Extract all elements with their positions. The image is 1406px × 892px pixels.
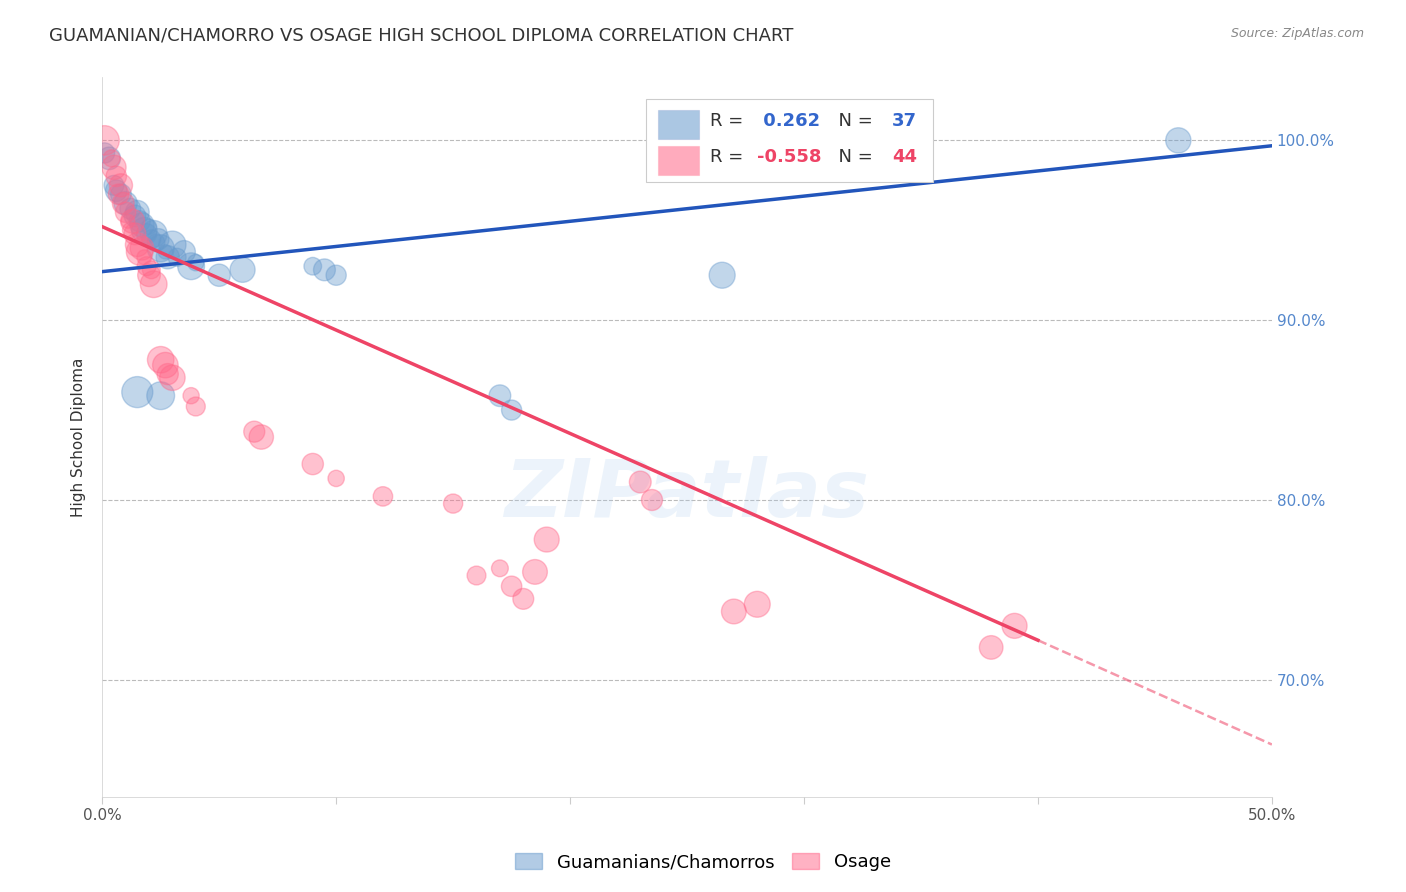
Point [110,178,132,193]
Point [148,232,170,246]
Point [134,223,156,237]
Point [180,389,202,403]
Point [142,227,165,241]
Point [173,244,195,259]
Point [93,145,115,160]
Point [243,425,266,439]
Point [103,161,125,175]
Point [711,268,734,283]
Point [93,133,115,147]
Point [131,241,153,255]
Point [184,400,207,414]
FancyBboxPatch shape [658,110,699,138]
Point [127,205,149,219]
Point [124,227,146,241]
Point [149,241,172,255]
Point [166,250,188,264]
Point [156,367,179,381]
Point [124,209,146,223]
Point [110,187,132,202]
Point [141,232,163,246]
Point [127,385,149,400]
Point [1167,133,1189,147]
Point [162,370,184,384]
Text: N =: N = [827,147,879,166]
Point [121,214,143,228]
Point [371,489,394,503]
Point [98,152,121,166]
Point [501,403,523,417]
Point [120,223,142,237]
Point [114,205,136,219]
Point [536,533,558,547]
Text: R =: R = [710,147,749,166]
Point [524,565,547,579]
Point [156,250,179,264]
Point [105,169,128,184]
Point [723,605,745,619]
Point [100,152,122,166]
Point [641,493,664,508]
Point [465,568,488,582]
Point [180,259,202,273]
Point [747,597,769,611]
Point [141,263,163,277]
Point [325,471,347,485]
Point [301,259,323,273]
Point [135,227,157,241]
Point [628,475,651,489]
Point [127,237,149,252]
Point [184,255,207,269]
Point [142,277,165,292]
Text: 44: 44 [891,147,917,166]
Text: -0.558: -0.558 [758,147,821,166]
FancyBboxPatch shape [658,145,699,175]
Point [314,263,336,277]
Point [114,196,136,211]
Point [250,430,273,444]
Point [325,268,347,283]
Point [112,196,135,211]
FancyBboxPatch shape [647,99,932,182]
Point [489,389,512,403]
Point [489,561,512,575]
Point [117,214,139,228]
Point [128,214,150,228]
Point [1004,619,1026,633]
Point [134,250,156,264]
Text: N =: N = [827,112,879,129]
Point [162,237,184,252]
Point [138,268,160,283]
Point [120,202,142,216]
Point [441,497,464,511]
Point [155,244,177,259]
Legend: Guamanians/Chamorros, Osage: Guamanians/Chamorros, Osage [508,846,898,879]
Text: 0.262: 0.262 [758,112,820,129]
Point [149,389,172,403]
Text: R =: R = [710,112,749,129]
Point [135,259,157,273]
Point [512,591,534,606]
Point [208,268,231,283]
Point [131,218,153,232]
Point [103,178,125,193]
Point [107,187,129,202]
Text: GUAMANIAN/CHAMORRO VS OSAGE HIGH SCHOOL DIPLOMA CORRELATION CHART: GUAMANIAN/CHAMORRO VS OSAGE HIGH SCHOOL … [49,27,793,45]
Point [155,358,177,372]
Y-axis label: High School Diploma: High School Diploma [72,358,86,516]
Point [980,640,1002,655]
Point [149,352,172,367]
Point [138,219,160,234]
Point [128,244,150,259]
Text: 37: 37 [891,112,917,129]
Point [301,457,323,471]
Point [232,263,254,277]
Point [501,579,523,593]
Point [105,184,128,198]
Text: ZIPatlas: ZIPatlas [505,456,869,533]
Point [145,235,167,250]
Text: Source: ZipAtlas.com: Source: ZipAtlas.com [1230,27,1364,40]
